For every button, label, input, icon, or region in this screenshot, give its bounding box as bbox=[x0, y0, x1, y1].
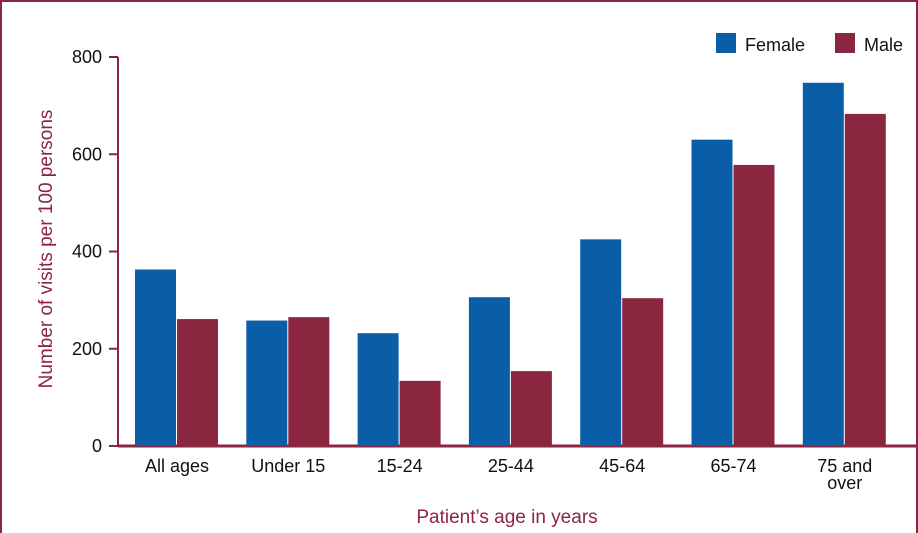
x-tick-label: All ages bbox=[145, 456, 209, 476]
bar-male bbox=[288, 317, 330, 446]
y-tick-label: 800 bbox=[72, 47, 102, 67]
y-tick-label: 600 bbox=[72, 144, 102, 164]
legend-label-female: Female bbox=[745, 35, 805, 55]
x-tick-label: 25-44 bbox=[488, 456, 534, 476]
bar-male bbox=[510, 371, 552, 446]
bar-male bbox=[622, 298, 664, 446]
bars bbox=[135, 82, 886, 447]
legend-swatch-female bbox=[716, 33, 736, 53]
y-tick-label: 0 bbox=[92, 436, 102, 456]
x-tick-label: 45-64 bbox=[599, 456, 645, 476]
x-tick-label: 15-24 bbox=[377, 456, 423, 476]
y-axis-title: Number of visits per 100 persons bbox=[36, 110, 57, 389]
bar-male bbox=[399, 380, 441, 446]
bar-male bbox=[844, 113, 886, 447]
y-axis: 0 200 400 600 800 bbox=[72, 47, 119, 456]
bar-female bbox=[691, 139, 733, 446]
bar-male bbox=[177, 319, 218, 446]
legend-label-male: Male bbox=[864, 35, 903, 55]
x-tick-label: Under 15 bbox=[251, 456, 325, 476]
bar-female bbox=[135, 269, 176, 446]
bar-male bbox=[733, 164, 775, 446]
x-tick-label: 75 and over bbox=[817, 456, 872, 493]
legend-swatch-male bbox=[835, 33, 855, 53]
y-tick-label: 400 bbox=[72, 242, 102, 262]
bar-female bbox=[357, 333, 399, 446]
x-axis-title: Patient’s age in years bbox=[416, 507, 597, 528]
legend: Female Male bbox=[716, 33, 903, 55]
bar-female bbox=[468, 297, 510, 446]
bar-female bbox=[802, 82, 844, 447]
bar-female bbox=[246, 320, 288, 446]
x-tick-labels: All ages Under 15 15-24 25-44 45-64 65-74 75 a… bbox=[145, 456, 872, 493]
y-tick-label: 200 bbox=[72, 339, 102, 359]
bar-female bbox=[580, 239, 622, 446]
x-tick-label: 65-74 bbox=[710, 456, 756, 476]
